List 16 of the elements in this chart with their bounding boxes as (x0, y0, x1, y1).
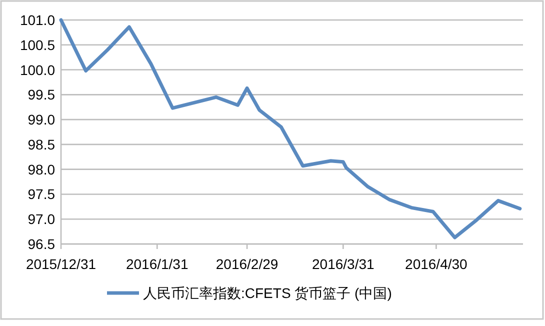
y-tick-label: 99.0 (28, 112, 56, 128)
y-tick-label: 99.5 (28, 86, 56, 103)
legend-label: 人民币汇率指数:CFETS 货币篮子 (中国) (143, 285, 392, 301)
y-tick-label: 97.0 (28, 211, 56, 228)
y-tick-label: 98.5 (28, 136, 56, 152)
y-tick-label: 96.5 (28, 236, 56, 252)
x-tick-label: 2015/12/31 (26, 256, 96, 272)
x-tick-label: 2016/4/30 (405, 256, 468, 272)
x-tick-label: 2016/3/31 (312, 256, 375, 272)
y-tick-label: 100.5 (20, 36, 56, 53)
x-tick-label: 2016/2/29 (216, 256, 278, 272)
x-tick-label: 2016/1/31 (126, 256, 188, 272)
y-tick-label: 97.5 (28, 186, 56, 202)
y-tick-label: 98.0 (28, 161, 56, 178)
y-tick-label: 101.0 (20, 12, 56, 28)
y-tick-label: 100.0 (20, 62, 56, 78)
